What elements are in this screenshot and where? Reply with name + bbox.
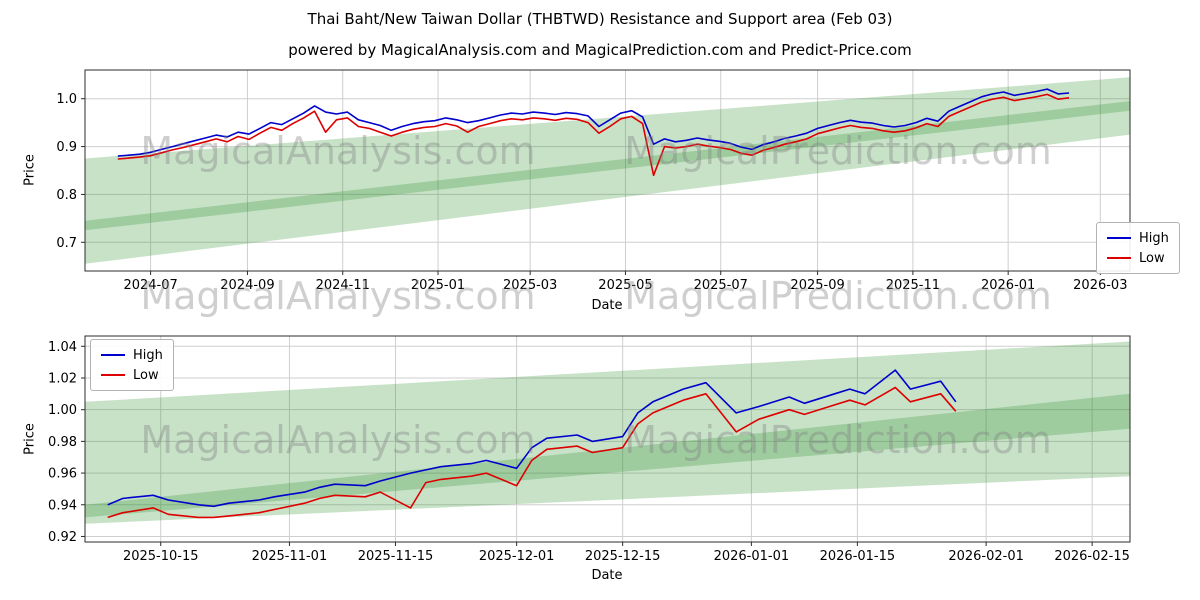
x-tick-label: 2024-09 — [220, 278, 274, 293]
chart-title: Thai Baht/New Taiwan Dollar (THBTWD) Res… — [307, 10, 893, 28]
y-tick-label: 0.94 — [48, 498, 77, 513]
x-tick-label: 2025-07 — [694, 278, 748, 293]
legend-label-low: Low — [1139, 250, 1165, 266]
x-tick-label: 2025-01 — [411, 278, 465, 293]
y-tick-label: 0.7 — [56, 236, 77, 251]
y-tick-label: 1.04 — [48, 340, 77, 355]
low-line-swatch — [1107, 257, 1131, 259]
high-line — [107, 369, 957, 508]
x-tick-label: 2026-02-15 — [1054, 549, 1130, 564]
legend-entry-low: Low — [101, 365, 163, 385]
x-tick-label: 2025-03 — [503, 278, 557, 293]
x-tick-label: 2026-03 — [1073, 278, 1127, 293]
x-tick-label: 2025-11-15 — [358, 549, 434, 564]
x-tick-label: 2025-11 — [886, 278, 940, 293]
x-axis-label-top: Date — [591, 298, 623, 313]
legend-label-high: High — [133, 347, 163, 363]
y-tick-label: 0.98 — [48, 435, 77, 450]
y-tick-label: 1.02 — [48, 371, 77, 386]
long-term-chart: 2024-07 2024-09 2024-11 2025-01 2025-03 2025-… — [56, 69, 1131, 293]
legend-label-low: Low — [133, 367, 159, 383]
legend-label-high: High — [1139, 230, 1169, 246]
support-resistance-band — [85, 77, 1130, 231]
y-tick-label: 1.00 — [48, 403, 77, 418]
y-tick-label: 0.92 — [48, 530, 77, 545]
x-axis-label-bottom: Date — [591, 568, 623, 583]
x-tick-label: 2024-07 — [123, 278, 177, 293]
y-tick-label: 0.96 — [48, 467, 77, 482]
y-tick-label: 0.9 — [56, 140, 77, 155]
legend-bottom: High Low — [90, 339, 174, 391]
legend-entry-low: Low — [1107, 248, 1169, 268]
x-tick-label: 2024-11 — [316, 278, 370, 293]
y-tick-label: 1.0 — [56, 92, 77, 107]
x-tick-label: 2026-01-15 — [820, 549, 896, 564]
chart-subtitle: powered by MagicalAnalysis.com and Magic… — [288, 41, 912, 59]
plot-border — [84, 69, 1131, 272]
low-line-swatch — [101, 374, 125, 376]
x-tick-label: 2025-10-15 — [123, 549, 199, 564]
x-tick-label: 2026-02-01 — [948, 549, 1024, 564]
legend-entry-high: High — [101, 345, 163, 365]
y-axis-label-bottom: Price — [22, 423, 38, 455]
low-line — [107, 386, 957, 519]
high-line-swatch — [1107, 237, 1131, 239]
x-tick-label: 2025-12-01 — [479, 549, 555, 564]
low-line — [117, 93, 1070, 177]
plot-border — [84, 335, 1131, 543]
support-resistance-band — [85, 101, 1130, 264]
x-tick-label: 2025-05 — [598, 278, 652, 293]
short-term-chart: 2025-10-15 2025-11-01 2025-11-15 2025-12-01… — [48, 335, 1131, 564]
high-line-swatch — [101, 354, 125, 356]
x-tick-label: 2025-12-15 — [585, 549, 661, 564]
y-tick-label: 0.8 — [56, 188, 77, 203]
support-resistance-band — [85, 341, 1130, 518]
high-line — [117, 88, 1070, 157]
y-axis-label-top: Price — [22, 154, 38, 186]
x-tick-label: 2025-11-01 — [252, 549, 328, 564]
legend-entry-high: High — [1107, 228, 1169, 248]
x-tick-label: 2026-01 — [981, 278, 1035, 293]
x-tick-label: 2025-09 — [790, 278, 844, 293]
x-tick-label: 2026-01-01 — [714, 549, 790, 564]
support-resistance-band — [85, 393, 1130, 524]
legend-top: High Low — [1096, 222, 1180, 274]
